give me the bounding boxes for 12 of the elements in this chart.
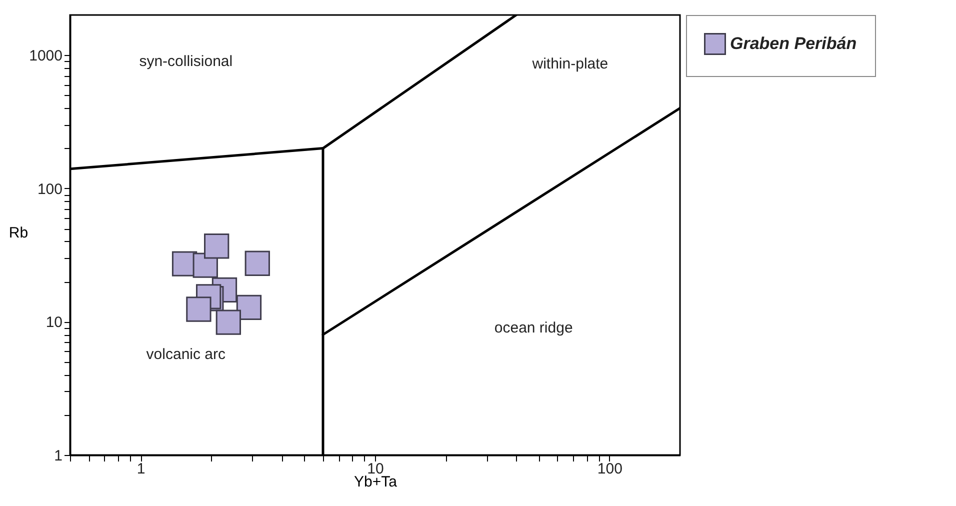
- y-tick-label: 1000: [29, 48, 62, 65]
- annotation: within-plate: [531, 55, 608, 72]
- y-tick-label: 1: [54, 448, 62, 464]
- annotation: syn-collisional: [139, 53, 233, 70]
- y-tick-label: 100: [37, 180, 62, 198]
- y-tick-label: 10: [46, 314, 62, 332]
- annotation: ocean ridge: [494, 319, 573, 336]
- y-axis-title: Rb: [8, 224, 28, 242]
- annotation: volcanic arc: [146, 346, 226, 363]
- x-tick-label: 100: [597, 460, 622, 478]
- legend-label: Graben Peribán: [730, 34, 857, 53]
- x-tick-label: 1: [136, 460, 146, 478]
